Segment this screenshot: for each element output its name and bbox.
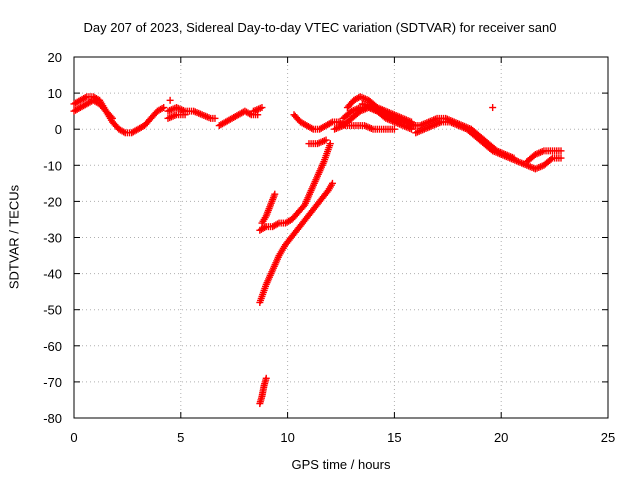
data-point xyxy=(166,96,174,104)
data-point xyxy=(322,136,330,144)
data-point xyxy=(273,220,281,228)
data-point xyxy=(557,154,565,162)
x-tick-label: 25 xyxy=(601,430,615,445)
axis-ticks: 0 5 10 15 20 25 -80 -70 -60 -50 -40 -30 -20 -10 0 10 20 xyxy=(43,50,615,445)
x-tick-label: 10 xyxy=(280,430,294,445)
y-tick-label: 20 xyxy=(48,50,62,65)
data-points xyxy=(70,93,565,408)
y-tick-label: -60 xyxy=(43,339,62,354)
y-tick-label: -10 xyxy=(43,158,62,173)
data-point xyxy=(107,113,115,121)
data-point xyxy=(246,110,254,118)
y-tick-label: -50 xyxy=(43,303,62,318)
data-point xyxy=(271,190,279,198)
data-point xyxy=(254,111,262,119)
data-point xyxy=(158,104,166,112)
data-point xyxy=(326,140,334,148)
x-tick-label: 15 xyxy=(387,430,401,445)
gridlines xyxy=(74,57,608,418)
x-tick-label: 0 xyxy=(70,430,77,445)
data-point xyxy=(181,111,189,119)
chart-title: Day 207 of 2023, Sidereal Day-to-day VTE… xyxy=(83,20,557,35)
data-point xyxy=(547,155,555,163)
y-tick-label: 0 xyxy=(55,122,62,137)
y-tick-label: 10 xyxy=(48,86,62,101)
y-tick-label: -70 xyxy=(43,375,62,390)
data-point xyxy=(81,94,89,102)
data-point xyxy=(120,128,128,136)
y-tick-label: -80 xyxy=(43,411,62,426)
data-point xyxy=(390,125,398,133)
data-point xyxy=(211,114,219,122)
y-tick-label: -40 xyxy=(43,267,62,282)
data-point xyxy=(258,104,266,112)
data-point xyxy=(108,114,116,122)
y-tick-label: -20 xyxy=(43,194,62,209)
data-point xyxy=(489,104,497,112)
data-point xyxy=(328,179,336,187)
x-tick-label: 5 xyxy=(177,430,184,445)
data-point xyxy=(262,374,270,382)
data-point xyxy=(557,147,565,155)
x-tick-label: 20 xyxy=(494,430,508,445)
y-tick-label: -30 xyxy=(43,231,62,246)
data-point xyxy=(160,104,168,112)
y-axis-label: SDTVAR / TECUs xyxy=(6,184,22,290)
data-point xyxy=(308,124,316,132)
x-axis-label: GPS time / hours xyxy=(291,457,391,472)
data-point xyxy=(327,119,335,127)
data-point xyxy=(261,224,269,232)
